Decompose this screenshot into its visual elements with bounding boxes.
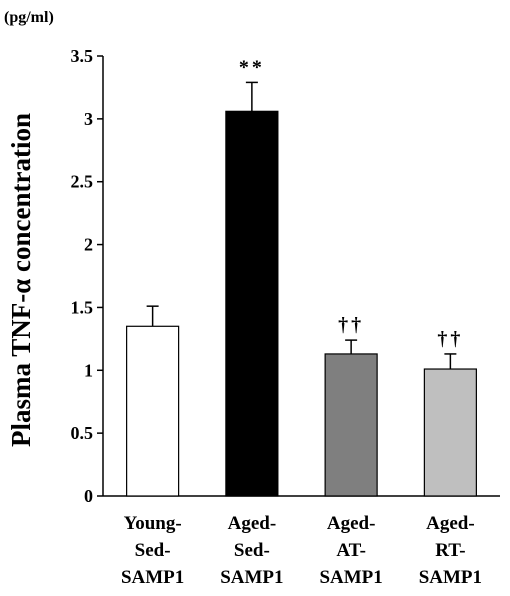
x-tick-label: SAMP1 <box>419 567 482 588</box>
significance-mark-3: †† <box>338 314 364 336</box>
y-tick-label: 3 <box>84 109 93 129</box>
x-tick-label: Aged- <box>228 513 277 534</box>
x-tick-label: Young- <box>124 513 182 534</box>
x-tick-label: Sed- <box>135 540 171 561</box>
x-tick-label: RT- <box>435 540 465 561</box>
significance-mark-4: †† <box>437 328 463 350</box>
x-tick-label: Aged- <box>426 513 475 534</box>
x-tick-label: SAMP1 <box>121 567 184 588</box>
bar-1 <box>126 325 180 497</box>
x-tick-label: AT- <box>336 540 366 561</box>
y-tick-label: 1 <box>84 360 93 380</box>
x-tick-label: SAMP1 <box>220 567 283 588</box>
y-axis-title: Plasma TNF-α concentration <box>6 113 36 447</box>
y-tick-label: 2.5 <box>71 172 94 192</box>
x-tick-label: Aged- <box>327 513 376 534</box>
x-tick-label: Sed- <box>234 540 270 561</box>
y-tick-label: 1.5 <box>71 297 94 317</box>
y-tick-label: 2 <box>84 235 93 255</box>
y-tick-label: 3.5 <box>71 46 94 66</box>
significance-mark-2: ** <box>239 56 265 78</box>
x-tick-label: SAMP1 <box>319 567 382 588</box>
bar-4 <box>423 368 477 497</box>
bar-3 <box>324 353 378 497</box>
y-tick-label: 0 <box>84 486 93 506</box>
y-tick-label: 0.5 <box>71 423 94 443</box>
y-unit-label: (pg/ml) <box>4 9 54 26</box>
bar-2 <box>225 110 279 497</box>
